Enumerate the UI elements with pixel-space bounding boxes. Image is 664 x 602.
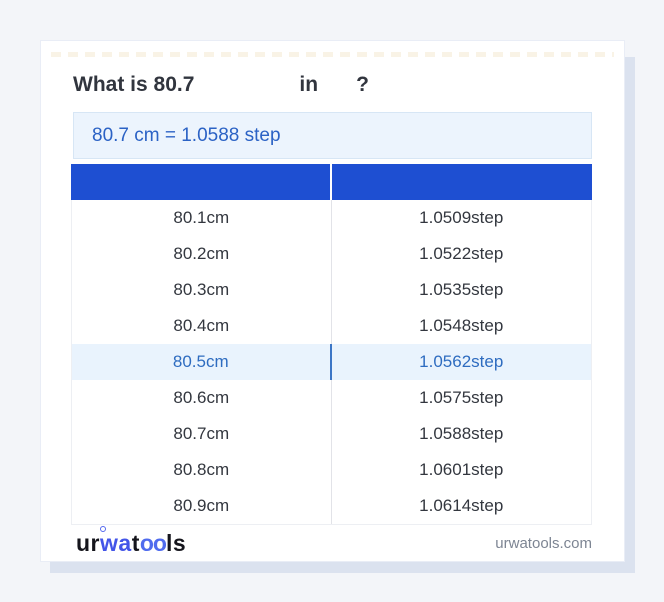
table-body: 80.1cm 1.0509step 80.2cm 1.0522step 80.3cm 1.… — [71, 200, 592, 525]
logo-part-ur: ur — [76, 529, 100, 556]
table-header — [71, 164, 592, 200]
question-connector: in — [299, 73, 319, 96]
decorative-dashes — [51, 52, 614, 57]
question-value: 80.7 — [153, 73, 195, 96]
cell-from-value: 80.4cm — [72, 308, 332, 344]
logo-part-ls: ls — [165, 529, 187, 556]
question-prefix: What is — [73, 73, 148, 96]
cell-to-value: 1.0614step — [419, 496, 504, 515]
table-header-from — [71, 164, 332, 200]
table-row: 80.2cm 1.0522step — [72, 236, 591, 272]
cell-to-value: 1.0522step — [419, 244, 504, 263]
conversion-table: 80.1cm 1.0509step 80.2cm 1.0522step 80.3cm 1.… — [71, 164, 592, 525]
cell-from-value: 80.9cm — [72, 488, 332, 524]
table-row: 80.9cm 1.0614step — [72, 488, 591, 524]
conversion-result-box: 80.7 cm = 1.0588 step — [73, 112, 592, 159]
table-row: 80.6cm 1.0575step — [72, 380, 591, 416]
website-label: urwatools.com — [495, 534, 592, 552]
logo-part-t: t — [131, 529, 140, 556]
cell-to-value: 1.0548step — [419, 316, 504, 335]
table-row: 80.8cm 1.0601step — [72, 452, 591, 488]
cell-to-value: 1.0575step — [419, 388, 504, 407]
cell-from-value: 80.8cm — [72, 452, 332, 488]
cell-to-value: 1.0509step — [419, 208, 504, 227]
table-row: 80.3cm 1.0535step — [72, 272, 591, 308]
cell-to-value: 1.0601step — [419, 460, 504, 479]
question-mark: ? — [356, 73, 369, 96]
cell-from-value: 80.6cm — [72, 380, 332, 416]
cell-to-value: 1.0535step — [419, 280, 504, 299]
cell-to-value: 1.0588step — [419, 424, 504, 443]
table-row-highlighted: 80.5cm 1.0562step — [72, 344, 591, 380]
cell-from-value: 80.2cm — [72, 236, 332, 272]
cell-from-value: 80.3cm — [72, 272, 332, 308]
card-footer: urwatools urwatools.com — [41, 525, 624, 561]
table-row: 80.4cm 1.0548step — [72, 308, 591, 344]
table-header-to — [332, 164, 593, 200]
logo-part-wa: wa — [100, 529, 132, 556]
cell-from-value: 80.5cm — [72, 344, 332, 380]
logo-glasses-icon: oo — [139, 529, 167, 556]
cell-from-value: 80.7cm — [72, 416, 332, 452]
cell-from-value: 80.1cm — [72, 200, 332, 236]
cell-to-value: 1.0562step — [419, 352, 504, 371]
table-row: 80.1cm 1.0509step — [72, 200, 591, 236]
converter-card: What is 80.7 in? 80.7 cm = 1.0588 step 80… — [40, 40, 625, 562]
brand-logo[interactable]: urwatools — [76, 530, 186, 557]
page-title: What is 80.7 in? — [73, 71, 592, 99]
conversion-result-text: 80.7 cm = 1.0588 step — [92, 124, 281, 146]
table-row: 80.7cm 1.0588step — [72, 416, 591, 452]
